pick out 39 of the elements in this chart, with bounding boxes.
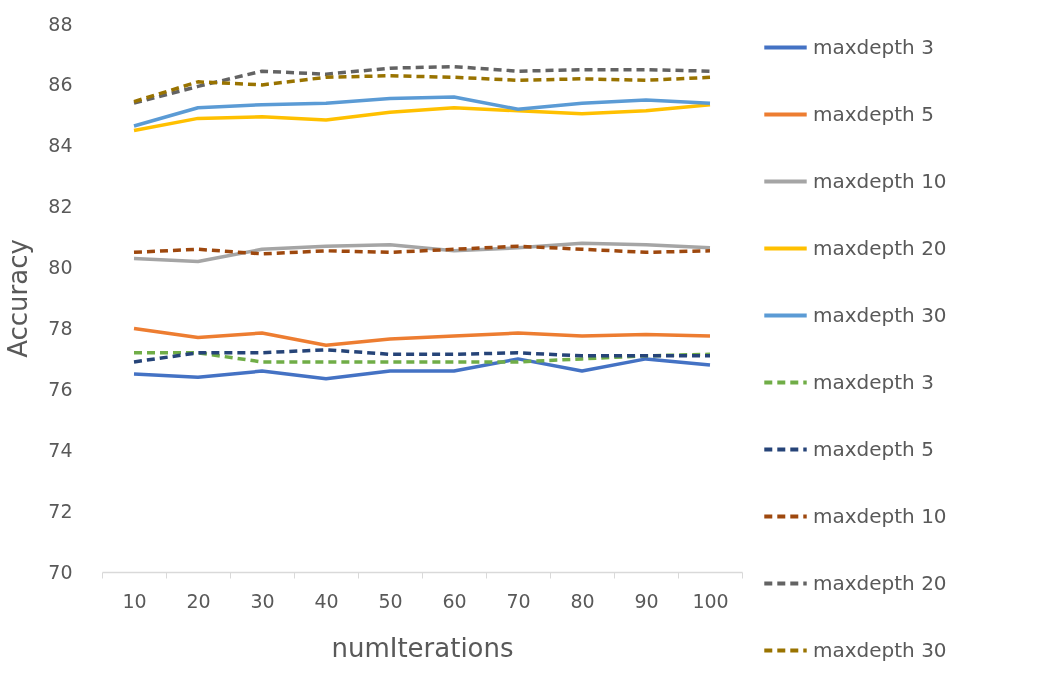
legend-label: maxdepth 20 [813,235,947,260]
x-tick-label: 50 [378,589,403,612]
y-tick-label: 86 [48,73,73,96]
x-tick-label: 10 [122,589,147,612]
legend-label: maxdepth 30 [813,302,947,327]
y-tick-label: 72 [48,499,73,522]
x-tick-label: 90 [634,589,659,612]
x-tick-label: 80 [570,589,595,612]
legend-label: maxdepth 3 [813,34,934,59]
y-tick-label: 74 [48,438,73,461]
line-series [132,102,712,133]
y-axis-title: Accuracy [3,239,34,358]
y-tick-label: 76 [48,377,73,400]
legend-label: maxdepth 5 [813,436,934,461]
legend-label: maxdepth 5 [813,101,934,126]
line-series [132,95,712,128]
y-tick-label: 82 [48,195,73,218]
y-tick-label: 78 [48,316,73,339]
legend-label: maxdepth 10 [813,168,947,193]
legend-label: maxdepth 10 [813,503,947,528]
x-tick-label: 70 [506,589,531,612]
y-tick-label: 70 [48,560,73,583]
x-tick-label: 30 [250,589,275,612]
y-tick-label: 80 [48,256,73,279]
x-tick-label: 40 [314,589,339,612]
y-tick-label: 84 [48,134,73,157]
x-tick-label: 60 [442,589,467,612]
line-series [132,326,712,347]
line-series [132,74,712,104]
legend-label: maxdepth 3 [813,369,934,394]
line-series [132,64,712,105]
line-series [132,244,712,256]
y-tick-label: 88 [48,12,73,35]
legend-label: maxdepth 30 [813,637,947,662]
legend-label: maxdepth 20 [813,570,947,595]
x-tick-label: 20 [186,589,211,612]
x-axis-title: numIterations [331,632,514,663]
x-tick-label: 100 [692,589,729,612]
line-series [132,357,712,381]
